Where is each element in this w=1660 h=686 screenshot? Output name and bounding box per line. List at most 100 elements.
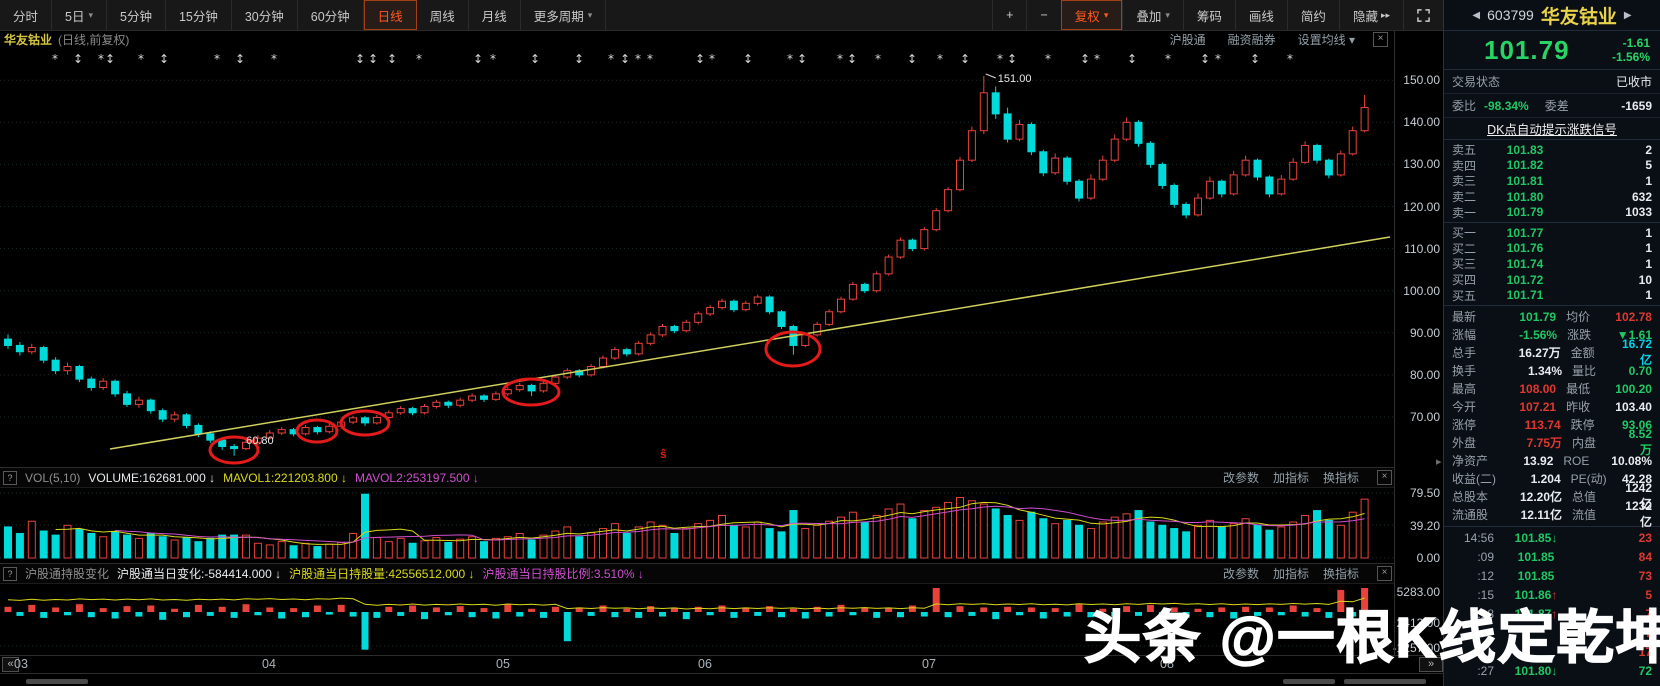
dk-signal-link[interactable]: DK点自动提示涨跌信号 (1444, 118, 1660, 140)
chips-button[interactable]: 筹码 (1182, 0, 1235, 30)
volume-action-0[interactable]: 改参数 (1222, 471, 1259, 485)
stat-row: 今开 107.21 昨收 103.40 (1452, 399, 1652, 415)
period-60min[interactable]: 60分钟 (298, 0, 364, 30)
period-more[interactable]: 更多周期 ▾ (521, 0, 607, 30)
header-link-0[interactable]: 沪股通 (1169, 32, 1206, 47)
header-link-1[interactable]: 融资融券 (1227, 32, 1276, 47)
date-axis: « » 03 04 05 06 07 08 (0, 655, 1443, 674)
svg-text:↕: ↕ (473, 52, 483, 66)
scrollbar-segment[interactable] (1344, 679, 1426, 684)
hsgt-axis-label: 5283.00 (1396, 585, 1440, 599)
period-5min[interactable]: 5分钟 (107, 0, 166, 30)
simple-button[interactable]: 简约 (1286, 0, 1339, 30)
help-icon[interactable]: ? (3, 566, 17, 581)
svg-text:*: * (1094, 52, 1100, 66)
price-axis-label: 80.00 (1409, 367, 1440, 382)
period-intraday[interactable]: 分时 (0, 0, 53, 30)
volume-axis-label: 79.50 (1409, 486, 1440, 500)
price-axis-label: 120.00 (1403, 199, 1440, 214)
trade-status-row: 交易状态 已收市 (1444, 70, 1660, 94)
panel-collapse-handle[interactable]: ▸ (1436, 456, 1442, 468)
svg-text:↕: ↕ (620, 52, 630, 66)
svg-text:↕: ↕ (847, 52, 857, 66)
bid-row: 买一 101.77 1 (1452, 225, 1652, 241)
chart-subtitle: (日线,前复权) (58, 32, 130, 47)
stats-grid: 最新 101.79 均价 102.78 涨幅 -1.56% 涨跌 ▼1.61 总手 16.27万金… (1444, 306, 1660, 529)
svg-text:*: * (1045, 52, 1051, 66)
svg-text:↕: ↕ (1080, 52, 1090, 66)
tick-row: 7 (1645, 626, 1652, 641)
svg-text:↕: ↕ (368, 52, 378, 66)
axis-divider (1394, 31, 1395, 672)
close-icon[interactable]: × (1377, 566, 1392, 581)
stat-row: 收益(二) 1.204 PE(动) 42.28 (1452, 471, 1652, 487)
bid-row: 买五 101.71 1 (1452, 288, 1652, 303)
overlay-button[interactable]: 叠加 ▾ (1122, 0, 1183, 30)
adjust-button[interactable]: 复权 ▾ (1060, 0, 1123, 30)
chevron-down-icon: ▾ (587, 9, 593, 20)
zoom-out-button[interactable]: − (1026, 0, 1060, 30)
period-daily[interactable]: 日线 (363, 0, 417, 30)
toolbar: 分时 5日 ▾ 5分钟 15分钟 30分钟 60分钟 日线 周线 月线 更多周期 ▾ + − 复权 ▾ 叠加 ▾… (0, 0, 1443, 31)
svg-text:*: * (1215, 52, 1221, 66)
price-axis-label: 90.00 (1409, 325, 1440, 340)
volume-indicator-name: VOL(5,10) (25, 470, 81, 485)
svg-text:↕: ↕ (743, 52, 753, 66)
chart-subheader: 华友钴业 (日线,前复权) 沪股通 融资融券 设置均线 ▾ × (0, 31, 1394, 47)
bid-levels: 买一 101.77 1 买二 101.76 1 买三 101.74 1 买四 101.72 10 买五 1… (1444, 223, 1660, 306)
hsgt-action-0[interactable]: 改参数 (1222, 567, 1259, 581)
svg-text:↕: ↕ (530, 52, 540, 66)
hsgt-value-2: 沪股通当日持股比例:3.510% ↓ (482, 567, 644, 581)
help-icon[interactable]: ? (3, 470, 17, 485)
ma-settings-dropdown[interactable]: 设置均线 ▾ (1297, 32, 1355, 47)
close-icon[interactable]: × (1377, 470, 1392, 485)
period-5day[interactable]: 5日 ▾ (52, 0, 107, 30)
stat-row: 涨幅 -1.56% 涨跌 ▼1.61 (1452, 327, 1652, 343)
tick-row: :15 101.86↑ 5 (1477, 588, 1652, 603)
candlestick-chart[interactable]: * ↕ * ↕ * ↕ * ↕ * ↕ ↕ ↕ * ↕ * ↕ ↕ * ↕ * * ↕ * ↕ * ↕ * ↕ * ↕ * ↕ * ↕ * ↕ * ↕ * ↕… (0, 0, 1394, 686)
double-arrow-icon: ▸▸ (1380, 9, 1390, 20)
drawline-button[interactable]: 画线 (1234, 0, 1287, 30)
volume-value-1: MAVOL1:221203.800 ↓ (223, 470, 347, 485)
hsgt-action-1[interactable]: 加指标 (1272, 567, 1309, 581)
close-icon[interactable]: × (1373, 31, 1388, 47)
hsgt-pane-header: ? 沪股通持股变化 沪股通当日变化:-584414.000 ↓ 沪股通当日持股量:42… (0, 563, 1394, 584)
prev-stock-arrow[interactable]: ◀ (1472, 9, 1481, 21)
next-stock-arrow[interactable]: ▶ (1623, 9, 1632, 21)
svg-text:↕: ↕ (1250, 52, 1260, 66)
zoom-in-button[interactable]: + (992, 0, 1026, 30)
svg-text:↕: ↕ (159, 52, 169, 66)
period-weekly[interactable]: 周线 (417, 0, 469, 30)
price-axis-label: 110.00 (1404, 241, 1440, 256)
period-30min[interactable]: 30分钟 (232, 0, 298, 30)
hsgt-action-2[interactable]: 换指标 (1322, 567, 1359, 581)
scrollbar-segment[interactable] (1283, 679, 1335, 684)
month-label: 04 (262, 657, 276, 671)
last-price: 101.79 (1484, 34, 1570, 65)
hide-button[interactable]: 隐藏 ▸▸ (1338, 0, 1403, 30)
svg-text:*: * (271, 52, 277, 66)
tick-row: 17 (1638, 645, 1652, 660)
quote-panel-header: ◀ 603799 华友钴业 ▶ (1444, 0, 1660, 31)
period-15min[interactable]: 15分钟 (166, 0, 232, 30)
stat-row: 总手 16.27万 金额 16.72亿 (1452, 337, 1652, 368)
ask-row: 卖五 101.83 2 (1452, 142, 1652, 158)
svg-text:↕: ↕ (355, 52, 365, 66)
month-label: 05 (496, 657, 510, 671)
svg-text:↕: ↕ (907, 52, 917, 66)
svg-text:↕: ↕ (1007, 52, 1017, 66)
scrollbar-handle[interactable] (26, 679, 88, 684)
svg-text:*: * (416, 52, 422, 66)
period-monthly[interactable]: 月线 (469, 0, 521, 30)
svg-text:*: * (647, 52, 653, 66)
volume-action-2[interactable]: 换指标 (1322, 471, 1359, 485)
bid-row: 买二 101.76 1 (1452, 241, 1652, 256)
scroll-left-button[interactable]: « (2, 657, 19, 672)
stat-row: 最高 108.00 最低 100.20 (1452, 381, 1652, 397)
bid-row: 买三 101.74 1 (1452, 256, 1652, 272)
svg-text:ŝ: ŝ (660, 447, 667, 461)
volume-action-1[interactable]: 加指标 (1272, 471, 1309, 485)
fullscreen-button[interactable] (1403, 0, 1443, 30)
scroll-right-button[interactable]: » (1419, 657, 1443, 672)
